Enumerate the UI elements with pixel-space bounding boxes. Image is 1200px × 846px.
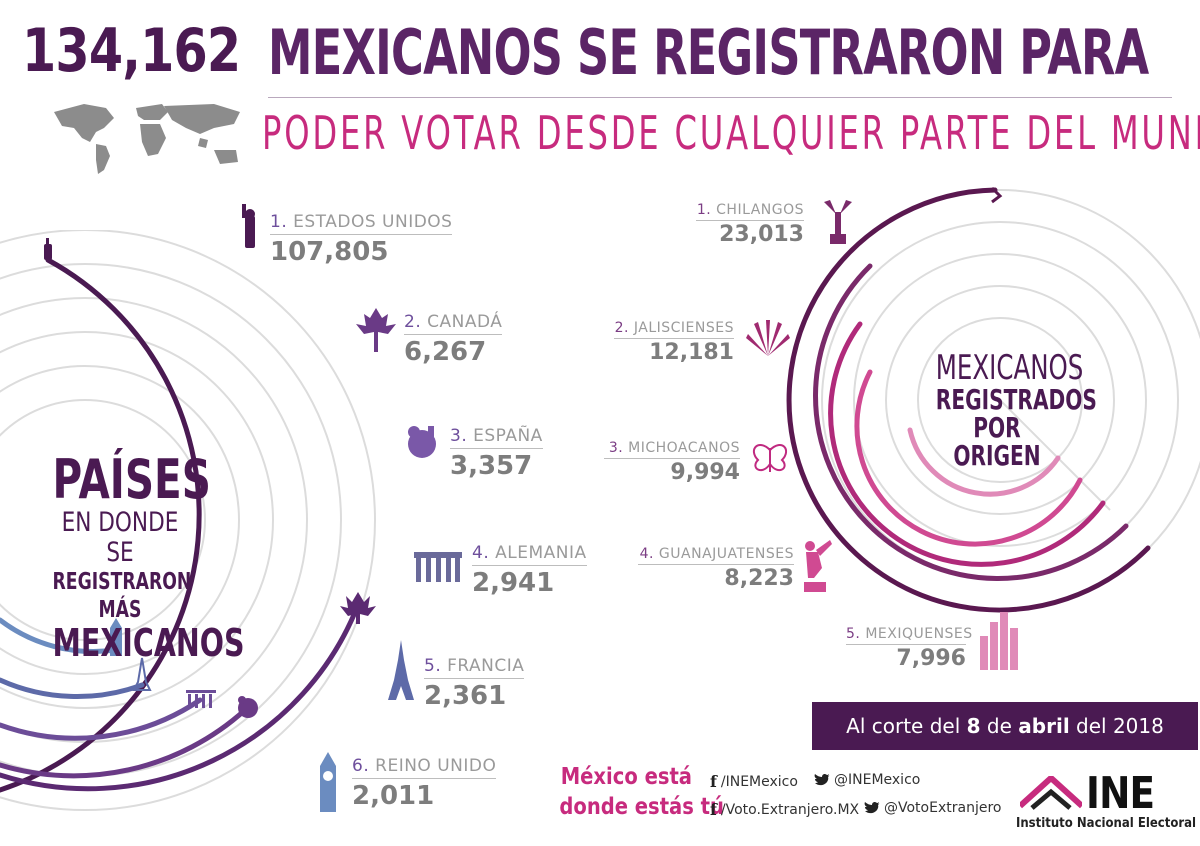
brandenburg-gate-icon bbox=[414, 552, 462, 582]
arc-canada bbox=[0, 602, 361, 792]
ine-logo: INE Instituto Nacional Electoral bbox=[1012, 768, 1196, 838]
statue-of-liberty-icon bbox=[44, 238, 52, 260]
eiffel-tower-icon bbox=[132, 657, 152, 691]
facebook-link[interactable]: f /INEMexico bbox=[710, 772, 798, 791]
country-name: 6. REINO UNIDO bbox=[352, 756, 497, 779]
countries-title-line4: MEXICANOS bbox=[52, 621, 245, 665]
origin-item: 4. GUANAJUATENSES 8,223 bbox=[638, 546, 794, 591]
statue-of-liberty-icon bbox=[242, 204, 255, 248]
facebook-icon: f bbox=[710, 772, 717, 791]
countries-title: PAÍSES EN DONDE SE REGISTRARON MÁS MEXIC… bbox=[30, 448, 245, 665]
origin-value: 9,994 bbox=[670, 460, 740, 485]
country-item: 6. REINO UNIDO 2,011 bbox=[352, 756, 497, 811]
country-value: 2,011 bbox=[352, 781, 435, 811]
origin-name: 5. MEXIQUENSES bbox=[846, 626, 972, 645]
origin-value: 7,996 bbox=[896, 646, 966, 671]
origin-item: 2. JALISCIENSES 12,181 bbox=[614, 320, 734, 365]
slogan: México está donde estás tú bbox=[536, 762, 724, 822]
origin-name: 3. MICHOACANOS bbox=[604, 440, 740, 459]
country-name: 5. FRANCIA bbox=[424, 656, 525, 679]
countries-title-line3: REGISTRARON MÁS bbox=[52, 569, 192, 623]
big-ben-icon bbox=[320, 752, 336, 812]
country-item: 2. CANADÁ 6,267 bbox=[404, 312, 503, 367]
origins-title-line3: POR ORIGEN bbox=[953, 411, 1041, 472]
arc-guanajuatenses bbox=[854, 369, 1083, 547]
origins-title-line2: REGISTRADOS bbox=[935, 383, 1097, 416]
origins-arc-chart bbox=[786, 186, 1200, 613]
country-item: 4. ALEMANIA 2,941 bbox=[472, 543, 587, 598]
country-value: 107,805 bbox=[270, 237, 389, 267]
arc-michoacanos bbox=[828, 321, 1106, 567]
origin-value: 23,013 bbox=[719, 222, 804, 247]
country-value: 6,267 bbox=[404, 337, 487, 367]
arc-jaliscienses bbox=[813, 263, 1129, 581]
butterfly-icon bbox=[752, 444, 788, 472]
origin-value: 8,223 bbox=[724, 566, 794, 591]
ine-emblem-icon bbox=[1020, 776, 1082, 810]
origin-item: 5. MEXIQUENSES 7,996 bbox=[846, 626, 972, 671]
country-item: 5. FRANCIA 2,361 bbox=[424, 656, 525, 711]
big-ben-icon bbox=[110, 618, 122, 656]
origin-name: 2. JALISCIENSES bbox=[614, 320, 734, 339]
ine-subtitle: Instituto Nacional Electoral bbox=[1016, 816, 1197, 831]
arc-estados-unidos bbox=[0, 257, 202, 793]
countries-title-line1: PAÍSES bbox=[52, 448, 211, 511]
slogan-line1: México está bbox=[560, 764, 692, 790]
country-value: 2,941 bbox=[472, 568, 555, 598]
header-divider bbox=[268, 97, 1172, 98]
arc-alemania bbox=[0, 697, 203, 741]
twitter-link[interactable]: @VotoExtranjero bbox=[864, 800, 1001, 816]
agave-icon bbox=[746, 320, 790, 356]
origins-title: MEXICANOS REGISTRADOS POR ORIGEN bbox=[912, 348, 1097, 472]
arc-chilangos bbox=[786, 187, 1151, 613]
arc-francia bbox=[0, 677, 145, 700]
country-item: 1. ESTADOS UNIDOS 107,805 bbox=[270, 212, 453, 267]
origin-value: 12,181 bbox=[649, 340, 734, 365]
twitter-link[interactable]: @INEMexico bbox=[814, 772, 920, 788]
angel-independence-icon bbox=[824, 200, 852, 244]
origin-item: 3. MICHOACANOS 9,994 bbox=[604, 440, 740, 485]
lion-crest-icon bbox=[408, 426, 436, 458]
origin-name: 4. GUANAJUATENSES bbox=[638, 546, 794, 565]
headline-text: MEXICANOS SE REGISTRARON PARA bbox=[268, 16, 1149, 89]
country-name: 1. ESTADOS UNIDOS bbox=[270, 212, 453, 235]
facebook-link[interactable]: f /Voto.Extranjero.MX bbox=[710, 800, 860, 819]
origin-name: 1. CHILANGOS bbox=[696, 202, 804, 221]
brandenburg-gate-icon bbox=[186, 690, 216, 708]
arc-end-arrow bbox=[990, 186, 1003, 204]
origin-item: 1. CHILANGOS 23,013 bbox=[696, 202, 804, 247]
ine-wordmark: INE bbox=[1086, 768, 1155, 819]
twitter-icon bbox=[864, 801, 880, 814]
maple-leaf-icon bbox=[340, 592, 376, 624]
countries-arc-chart bbox=[0, 230, 376, 811]
pipila-statue-icon bbox=[804, 540, 832, 592]
origins-title-line1: MEXICANOS bbox=[935, 348, 1084, 388]
world-map-icon bbox=[54, 104, 240, 174]
slogan-line2: donde estás tú bbox=[559, 794, 724, 820]
country-name: 2. CANADÁ bbox=[404, 312, 503, 335]
maple-leaf-icon bbox=[356, 308, 396, 352]
skyline-icon bbox=[980, 612, 1018, 670]
countries-title-line2: EN DONDE SE bbox=[61, 507, 179, 568]
country-item: 3. ESPAÑA 3,357 bbox=[450, 426, 543, 481]
twitter-icon bbox=[814, 773, 830, 786]
headline-count: 134,162 bbox=[22, 16, 241, 86]
arc-mexiquenses bbox=[907, 427, 1061, 497]
eiffel-tower-icon bbox=[388, 640, 414, 700]
date-banner: Al corte del 8 de abril del 2018 bbox=[812, 702, 1198, 750]
country-value: 3,357 bbox=[450, 451, 533, 481]
country-name: 4. ALEMANIA bbox=[472, 543, 587, 566]
lion-crest-icon bbox=[238, 696, 258, 718]
country-value: 2,361 bbox=[424, 681, 507, 711]
arc-reino-unido bbox=[0, 617, 118, 655]
subheadline: PODER VOTAR DESDE CUALQUIER PARTE DEL MU… bbox=[262, 106, 1200, 160]
facebook-icon: f bbox=[710, 800, 717, 819]
arc-espana bbox=[0, 707, 248, 779]
country-name: 3. ESPAÑA bbox=[450, 426, 543, 449]
